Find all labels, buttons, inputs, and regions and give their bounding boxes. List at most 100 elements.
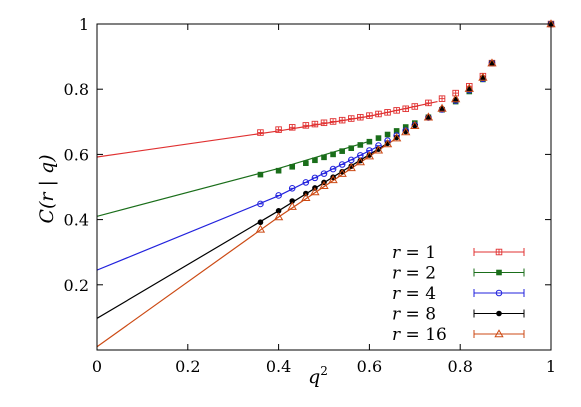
data-point-series-2 (330, 151, 336, 158)
data-point-series-1 (402, 105, 409, 113)
x-tick-label: 0.4 (266, 357, 291, 376)
legend-label: r = 8 (392, 305, 436, 325)
fit-line-series-5 (97, 137, 397, 348)
legend-marker (496, 269, 502, 276)
data-point-series-5 (478, 72, 488, 81)
data-point-series-5 (255, 224, 266, 233)
data-point-series-5 (319, 180, 329, 189)
data-point-series-4 (375, 146, 382, 152)
data-point-series-5 (364, 151, 375, 160)
data-point-series-1 (257, 129, 264, 136)
data-points-layer (255, 19, 556, 233)
data-point-series-5 (355, 157, 365, 166)
data-point-series-5 (328, 175, 338, 184)
x-tick-label: 0.8 (447, 357, 472, 376)
data-point-series-3 (257, 200, 264, 208)
legend-marker (495, 248, 503, 256)
data-point-series-5 (423, 112, 434, 121)
y-axis-label: C(r | q) (36, 154, 58, 223)
data-point-series-5 (401, 127, 411, 136)
data-point-series-2 (393, 128, 400, 134)
x-tick-label: 0.6 (357, 357, 382, 376)
data-point-series-2 (357, 142, 364, 148)
data-point-series-2 (402, 124, 409, 130)
data-point-series-2 (275, 167, 282, 174)
data-point-series-3 (288, 185, 296, 192)
data-point-series-5 (337, 168, 347, 177)
tick-labels-layer: 0 0.2 0.4 0.6 0.8 1 0.2 0.4 0.6 0.8 1 (64, 15, 557, 376)
data-point-series-1 (357, 113, 364, 121)
data-point-series-5 (410, 120, 420, 130)
legend-label: r = 1 (392, 243, 436, 263)
y-tick-label: 0.2 (64, 276, 89, 295)
data-point-series-5 (391, 133, 402, 142)
data-point-series-1 (329, 118, 337, 125)
data-point-series-2 (339, 148, 345, 154)
data-point-series-2 (289, 163, 296, 170)
data-point-series-3 (329, 165, 337, 173)
data-point-series-5 (301, 192, 311, 202)
data-point-series-4 (357, 157, 364, 164)
legend-marker (496, 310, 502, 317)
data-point-series-5 (437, 103, 447, 112)
data-point-series-1 (320, 119, 328, 127)
data-point-series-4 (366, 152, 373, 158)
y-tick-label: 0.6 (64, 145, 89, 164)
data-point-series-1 (338, 116, 346, 124)
data-point-series-2 (303, 160, 309, 167)
x-tick-label: 1 (546, 357, 556, 376)
data-point-series-5 (450, 94, 461, 103)
data-point-series-2 (375, 135, 382, 141)
data-point-series-2 (348, 145, 355, 152)
axis-ticks-layer (96, 23, 552, 350)
data-point-series-4 (257, 219, 264, 226)
data-point-series-3 (347, 156, 355, 164)
data-point-series-1 (366, 112, 373, 119)
data-point-series-5 (464, 83, 474, 92)
fit-line-series-3 (97, 145, 379, 271)
legend-label: r = 2 (392, 264, 436, 284)
data-point-series-1 (411, 103, 419, 110)
data-point-series-3 (311, 174, 319, 182)
legend-marker (495, 289, 503, 297)
legend-label: r = 16 (392, 325, 447, 345)
data-point-series-5 (373, 145, 384, 154)
data-point-series-3 (338, 161, 346, 168)
data-point-series-5 (287, 201, 297, 210)
x-tick-label: 0.2 (175, 357, 200, 376)
data-point-series-5 (487, 58, 497, 67)
y-tick-label: 0.8 (64, 80, 89, 99)
legend-label: r = 4 (392, 284, 436, 304)
data-point-series-5 (382, 139, 393, 148)
data-point-series-3 (320, 170, 328, 177)
data-point-series-3 (275, 192, 282, 199)
data-point-series-2 (257, 171, 264, 178)
data-point-series-1 (384, 109, 391, 116)
y-tick-label: 0.4 (64, 211, 89, 230)
data-point-series-1 (347, 115, 355, 122)
data-point-series-5 (273, 212, 284, 221)
data-point-series-1 (438, 95, 446, 102)
plot-frame (96, 23, 552, 351)
x-tick-label: 0 (92, 357, 102, 376)
data-point-series-1 (302, 122, 310, 129)
data-point-series-1 (393, 107, 400, 114)
data-point-series-2 (366, 138, 373, 145)
data-point-series-2 (312, 157, 318, 164)
y-tick-label: 1 (79, 15, 89, 34)
data-point-series-1 (288, 124, 296, 131)
data-point-series-4 (348, 163, 355, 169)
data-point-series-2 (384, 131, 391, 138)
fit-line-series-2 (97, 140, 370, 217)
legend: r = 1r = 2r = 4r = 8r = 16 (392, 243, 525, 345)
data-point-series-1 (425, 99, 432, 107)
data-point-series-1 (375, 110, 382, 118)
data-point-series-2 (321, 154, 327, 161)
data-point-series-1 (275, 126, 282, 133)
x-axis-label: q2 (308, 364, 328, 388)
data-point-series-3 (302, 179, 310, 186)
data-point-series-4 (289, 198, 296, 204)
data-point-series-1 (311, 120, 319, 128)
data-point-series-5 (346, 162, 356, 172)
